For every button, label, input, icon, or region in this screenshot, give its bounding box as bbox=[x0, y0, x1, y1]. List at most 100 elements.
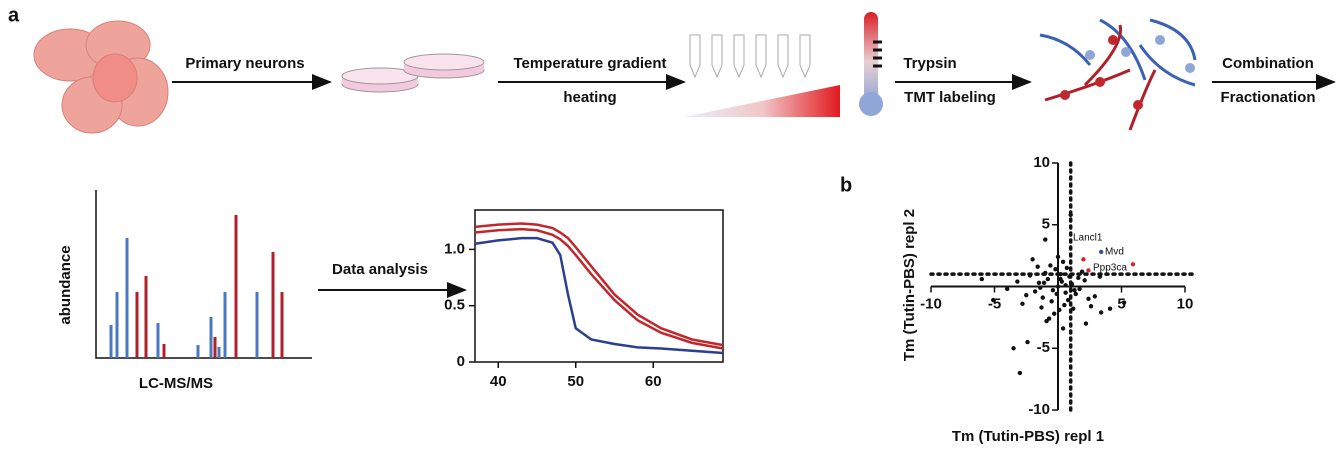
peptides bbox=[1039, 18, 1197, 131]
point bbox=[1035, 264, 1040, 269]
point bbox=[1121, 300, 1127, 305]
point bbox=[1036, 280, 1042, 285]
point bbox=[1060, 259, 1066, 264]
axis-label: LC-MS/MS bbox=[139, 375, 213, 392]
point bbox=[1086, 268, 1091, 273]
melting-curve bbox=[474, 222, 724, 347]
point bbox=[1098, 310, 1104, 315]
point bbox=[1063, 290, 1068, 295]
point bbox=[1063, 283, 1068, 288]
x-tick-label: 10 bbox=[1177, 295, 1194, 312]
point bbox=[1097, 274, 1103, 279]
point bbox=[1044, 318, 1049, 324]
tubes bbox=[689, 34, 811, 79]
point bbox=[1062, 302, 1067, 308]
point bbox=[1058, 271, 1063, 277]
temperature-gradient bbox=[684, 85, 840, 117]
point bbox=[1083, 321, 1089, 326]
point bbox=[1055, 284, 1061, 289]
point bbox=[1055, 254, 1061, 260]
x-tick-label: 50 bbox=[567, 373, 584, 390]
point-annotation: Mvd bbox=[1105, 247, 1124, 258]
point bbox=[1040, 295, 1045, 300]
culture-dishes bbox=[341, 53, 485, 93]
point bbox=[1130, 262, 1136, 267]
axis-label: abundance bbox=[57, 245, 74, 324]
axis-label: Tm (Tutin-PBS) repl 2 bbox=[901, 209, 918, 361]
panel-label: b bbox=[840, 174, 852, 196]
x-tick-label: 5 bbox=[1117, 295, 1125, 312]
x-tick-label: 40 bbox=[490, 373, 507, 390]
point bbox=[1043, 270, 1048, 276]
point bbox=[1025, 339, 1030, 345]
point bbox=[1088, 304, 1094, 309]
thermometer bbox=[859, 12, 883, 116]
point bbox=[1098, 249, 1104, 255]
arrows bbox=[172, 74, 1336, 298]
x-tick-label: -5 bbox=[988, 295, 1001, 312]
step-label: Temperature gradient bbox=[513, 55, 666, 72]
y-tick-label: 1.0 bbox=[444, 240, 465, 257]
y-tick-label: 0.5 bbox=[444, 297, 465, 314]
point bbox=[1032, 289, 1038, 294]
point bbox=[1050, 288, 1056, 293]
point bbox=[1067, 274, 1072, 279]
point bbox=[1072, 288, 1077, 293]
point bbox=[1068, 212, 1073, 218]
point bbox=[1027, 273, 1033, 278]
point bbox=[1039, 305, 1044, 310]
point bbox=[1081, 257, 1086, 262]
point bbox=[1054, 291, 1059, 297]
point bbox=[1060, 326, 1066, 331]
point-annotation: Ppp3ca bbox=[1093, 263, 1127, 274]
point bbox=[979, 276, 984, 282]
x-tick-label: -10 bbox=[920, 295, 942, 312]
step-label: Fractionation bbox=[1220, 89, 1315, 106]
point bbox=[1073, 291, 1078, 297]
point bbox=[1086, 296, 1091, 302]
point bbox=[1038, 285, 1043, 290]
point bbox=[1011, 346, 1016, 351]
point bbox=[1082, 278, 1087, 283]
point bbox=[1048, 263, 1053, 268]
point bbox=[1017, 370, 1023, 376]
y-tick-label: -10 bbox=[1028, 401, 1050, 418]
x-tick-label: 60 bbox=[645, 373, 662, 390]
melting-curve bbox=[474, 227, 724, 350]
step-label: Trypsin bbox=[903, 55, 956, 72]
point bbox=[991, 297, 996, 303]
point bbox=[1058, 276, 1063, 282]
point bbox=[1065, 297, 1071, 303]
melting-curve bbox=[474, 236, 724, 355]
y-tick-label: -5 bbox=[1037, 339, 1050, 356]
axis-label: Tm (Tutin-PBS) repl 1 bbox=[952, 428, 1104, 445]
y-tick-label: 0 bbox=[457, 353, 465, 370]
point bbox=[1020, 301, 1025, 306]
step-label: TMT labeling bbox=[904, 89, 996, 106]
point bbox=[1024, 292, 1029, 298]
point bbox=[1053, 267, 1058, 272]
panel-label: a bbox=[8, 4, 20, 26]
point bbox=[1005, 286, 1010, 292]
point bbox=[1041, 280, 1047, 285]
point bbox=[1064, 265, 1070, 271]
spectrum bbox=[95, 190, 312, 359]
step-label: heating bbox=[563, 89, 616, 106]
point bbox=[1043, 237, 1048, 242]
point bbox=[1077, 286, 1082, 292]
point bbox=[1079, 269, 1085, 274]
point-annotation: Lancl1 bbox=[1073, 233, 1103, 244]
point bbox=[1069, 281, 1075, 287]
mouse-pups bbox=[33, 20, 169, 134]
point bbox=[1107, 306, 1113, 311]
step-label: Primary neurons bbox=[185, 55, 304, 72]
point bbox=[1049, 299, 1054, 304]
y-tick-label: 5 bbox=[1042, 216, 1050, 233]
point bbox=[1092, 294, 1098, 299]
point bbox=[1057, 307, 1062, 313]
point bbox=[1076, 275, 1081, 281]
point bbox=[1071, 306, 1076, 311]
step-label: Combination bbox=[1222, 55, 1314, 72]
step-label: Data analysis bbox=[332, 261, 428, 278]
